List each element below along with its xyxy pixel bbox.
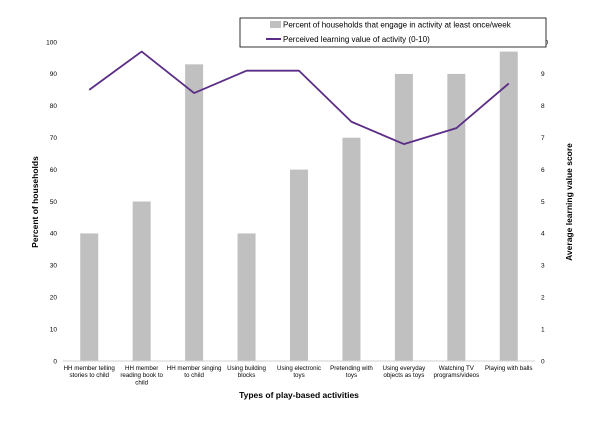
y2-tick-label: 6: [541, 167, 545, 174]
y-tick-label: 40: [50, 231, 58, 238]
category-label: Playing with balls: [485, 365, 532, 372]
learning-value-line: [88, 50, 510, 145]
category-label-line: reading book to: [120, 372, 163, 379]
y2-tick-label: 0: [541, 358, 545, 365]
y-tick-label: 60: [50, 167, 58, 174]
y2-tick-label: 7: [541, 135, 545, 142]
category-label-line: HH member: [125, 365, 158, 372]
category-label: HH member telling stories to child: [64, 365, 116, 379]
bar: [447, 73, 466, 362]
bar: [237, 233, 256, 361]
category-label-line: Using building: [227, 365, 266, 372]
bar: [80, 233, 99, 361]
y2-tick-label: 5: [541, 199, 545, 206]
line-layer: [88, 50, 510, 145]
y-tick-label: 100: [46, 39, 57, 46]
category-label-line: Pretending with: [330, 365, 373, 372]
category-label: HH member reading book to child: [120, 365, 163, 386]
category-label: HH member singing to child: [167, 365, 222, 379]
y2-tick-label: 2: [541, 295, 545, 302]
category-label: Using electronic toys: [277, 365, 321, 379]
category-label-line: toys: [346, 372, 357, 379]
bar: [290, 169, 308, 361]
legend: Percent of households that engage in act…: [239, 17, 547, 48]
category-label-line: objects as toys: [383, 372, 424, 379]
y2-tick-label: 4: [541, 231, 545, 238]
category-label-line: Watching TV: [439, 365, 475, 372]
category-label-line: Using electronic: [277, 365, 321, 372]
y2-tick-label: 3: [541, 263, 545, 270]
category-label-line: Playing with balls: [485, 365, 532, 372]
y-axis-title: Percent of households: [30, 156, 40, 248]
y2-tick-label: 9: [541, 71, 545, 78]
y-tick-label: 80: [50, 103, 58, 110]
category-label-line: Using everyday: [383, 365, 427, 372]
category-label-line: child: [135, 379, 148, 386]
y-tick-label: 20: [50, 295, 58, 302]
left-axis-ticks: 0 10 20 30 40 50 60 70 80 90 100: [46, 39, 57, 365]
y-tick-label: 30: [50, 263, 58, 270]
category-label: Watching TV programs/videos: [433, 365, 479, 379]
category-label: Pretending with toys: [330, 365, 373, 379]
y2-axis-title: Average learning value score: [564, 143, 574, 261]
y-tick-label: 70: [50, 135, 58, 142]
bar: [342, 137, 361, 361]
y2-tick-label: 1: [541, 326, 545, 333]
legend-box: [239, 17, 547, 48]
legend-bar-label: Percent of households that engage in act…: [283, 21, 512, 30]
category-label-line: programs/videos: [433, 372, 479, 379]
category-label-line: stories to child: [69, 372, 109, 379]
y-tick-label: 90: [50, 71, 58, 78]
bar: [185, 64, 204, 361]
legend-line-label: Perceived learning value of activity (0-…: [283, 35, 430, 44]
category-label-line: toys: [293, 372, 304, 379]
bar: [132, 201, 151, 361]
y-tick-label: 50: [50, 199, 58, 206]
y2-tick-label: 8: [541, 103, 545, 110]
category-label: Using building blocks: [227, 365, 266, 379]
category-label-line: to child: [184, 372, 204, 379]
legend-bar-swatch: [270, 21, 281, 28]
category-label-line: blocks: [238, 372, 256, 379]
category-label-line: HH member singing: [167, 365, 222, 372]
bars-layer: [80, 51, 518, 362]
x-axis-title: Types of play-based activities: [239, 390, 359, 400]
y-tick-label: 10: [50, 326, 58, 333]
category-label: Using everyday objects as toys: [383, 365, 427, 379]
category-label-line: HH member telling: [64, 365, 116, 372]
y-tick-label: 0: [53, 358, 57, 365]
right-axis-ticks: 012345678910: [541, 39, 549, 365]
bar: [499, 51, 518, 361]
bar: [394, 73, 413, 362]
